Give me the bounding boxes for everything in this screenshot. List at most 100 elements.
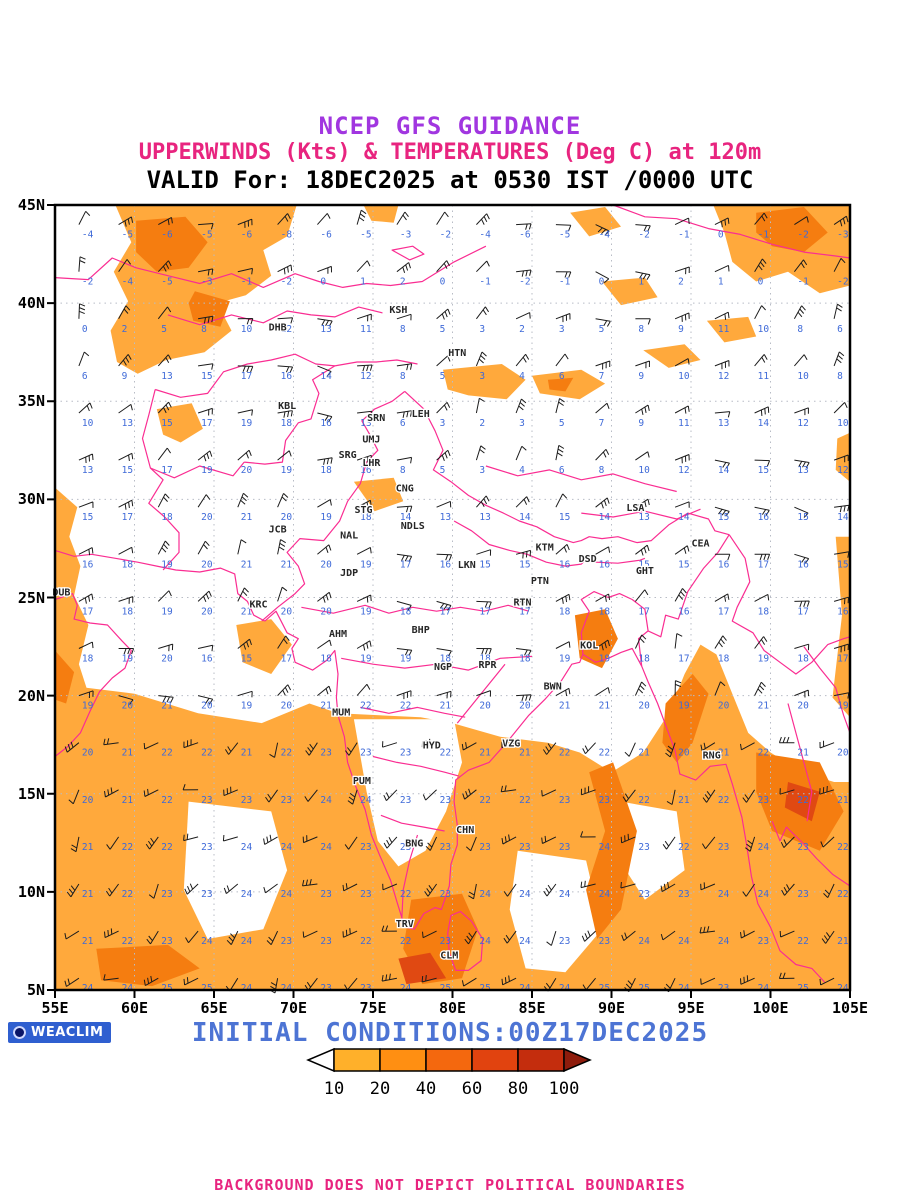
wind-barb: [665, 742, 676, 758]
wind-barb: [356, 640, 372, 651]
temp-value: 19: [161, 559, 173, 570]
temp-value: -5: [201, 230, 212, 241]
legend-value: 100: [549, 1079, 580, 1099]
temp-value: 18: [360, 512, 372, 523]
temp-value: 19: [599, 654, 611, 665]
temp-value: 18: [599, 606, 611, 617]
wind-barb: [68, 789, 80, 805]
wind-barb: [634, 634, 647, 649]
temp-value: 24: [479, 889, 491, 900]
wind-barb: [421, 975, 437, 983]
wind-barb: [382, 741, 398, 748]
temp-value: 13: [360, 418, 371, 429]
station-label: DHB: [269, 323, 287, 334]
temp-value: 15: [241, 654, 252, 665]
boundary-line: [581, 508, 701, 520]
temp-value: 6: [559, 465, 565, 476]
wind-barb: [555, 444, 565, 461]
temp-value: 12: [281, 324, 292, 335]
temp-value: 21: [519, 748, 531, 759]
wind-barb: [237, 318, 254, 325]
station-label: PTN: [531, 576, 549, 587]
temp-value: 20: [122, 701, 134, 712]
temperature-shading-region: [621, 801, 685, 900]
temp-value: 15: [82, 512, 93, 523]
wind-barb: [383, 836, 398, 849]
wind-barb: [78, 303, 86, 319]
station-label: MUM: [332, 707, 350, 718]
wind-barb: [635, 589, 649, 602]
wind-barb: [542, 742, 557, 755]
wind-barb: [237, 690, 253, 698]
temp-value: 23: [559, 795, 570, 806]
temperature-shading-region: [570, 207, 621, 237]
wind-barb: [277, 410, 293, 418]
boundary-line: [771, 820, 851, 887]
wind-barb: [742, 789, 756, 803]
wind-barb: [356, 209, 367, 225]
temp-value: 20: [320, 559, 332, 570]
wind-barb: [501, 741, 517, 749]
wind-barb: [834, 504, 850, 513]
legend-value: 40: [416, 1079, 436, 1099]
wind-barb: [699, 926, 715, 934]
wind-barb: [78, 210, 91, 225]
wind-barb: [198, 363, 214, 370]
wind-barb: [263, 883, 278, 894]
temp-value: 10: [678, 371, 690, 382]
wind-barb: [396, 553, 413, 562]
wind-barb: [465, 836, 477, 852]
wind-barb: [223, 883, 239, 894]
temp-value: 23: [281, 795, 292, 806]
wind-barb: [476, 690, 491, 697]
wind-barb: [317, 544, 332, 555]
temp-value: 23: [440, 795, 451, 806]
wind-barb: [595, 448, 610, 461]
temperature-shading-region: [662, 674, 709, 763]
wind-barb: [118, 695, 134, 705]
wind-barb: [436, 355, 451, 367]
temp-value: 10: [797, 371, 809, 382]
temp-value: 23: [599, 795, 610, 806]
boundary-line: [360, 706, 466, 718]
temp-value: 22: [440, 748, 451, 759]
lon-tick-label: 105E: [831, 999, 869, 1017]
temp-value: 23: [161, 889, 172, 900]
temperature-shading-region: [586, 762, 637, 939]
wind-barb: [461, 742, 477, 751]
wind-barb: [476, 600, 492, 608]
temp-value: 10: [837, 418, 849, 429]
temp-value: 20: [718, 701, 730, 712]
wind-barb: [700, 882, 716, 891]
wind-barb: [714, 360, 730, 370]
temp-value: 22: [122, 842, 133, 853]
temp-value: 23: [718, 842, 729, 853]
temperature-shading-region: [55, 650, 75, 704]
temp-value: -1: [479, 277, 491, 288]
temp-value: 20: [201, 512, 213, 523]
wind-barb: [105, 883, 120, 897]
temp-value: 17: [718, 606, 729, 617]
wind-barb: [833, 454, 849, 463]
wind-barb: [223, 786, 238, 797]
temp-value: 21: [122, 795, 134, 806]
legend-segment: [471, 1048, 519, 1072]
wind-barb: [269, 978, 279, 994]
temp-value: 21: [82, 936, 94, 947]
wind-barb: [794, 506, 809, 518]
wind-barb: [793, 305, 806, 320]
wind-barb: [468, 883, 477, 900]
legend-value: 80: [508, 1079, 528, 1099]
temp-value: 22: [837, 842, 848, 853]
temp-value: 8: [638, 324, 644, 335]
temperature-shading-region: [156, 403, 203, 443]
temp-value: 6: [559, 371, 565, 382]
wind-barb: [635, 498, 650, 508]
station-label: HTN: [448, 348, 466, 359]
temp-value: 8: [599, 465, 605, 476]
temp-value: 3: [479, 371, 485, 382]
temp-value: 16: [201, 654, 213, 665]
lat-tick-label: 30N: [17, 490, 45, 509]
temp-value: 15: [122, 465, 133, 476]
